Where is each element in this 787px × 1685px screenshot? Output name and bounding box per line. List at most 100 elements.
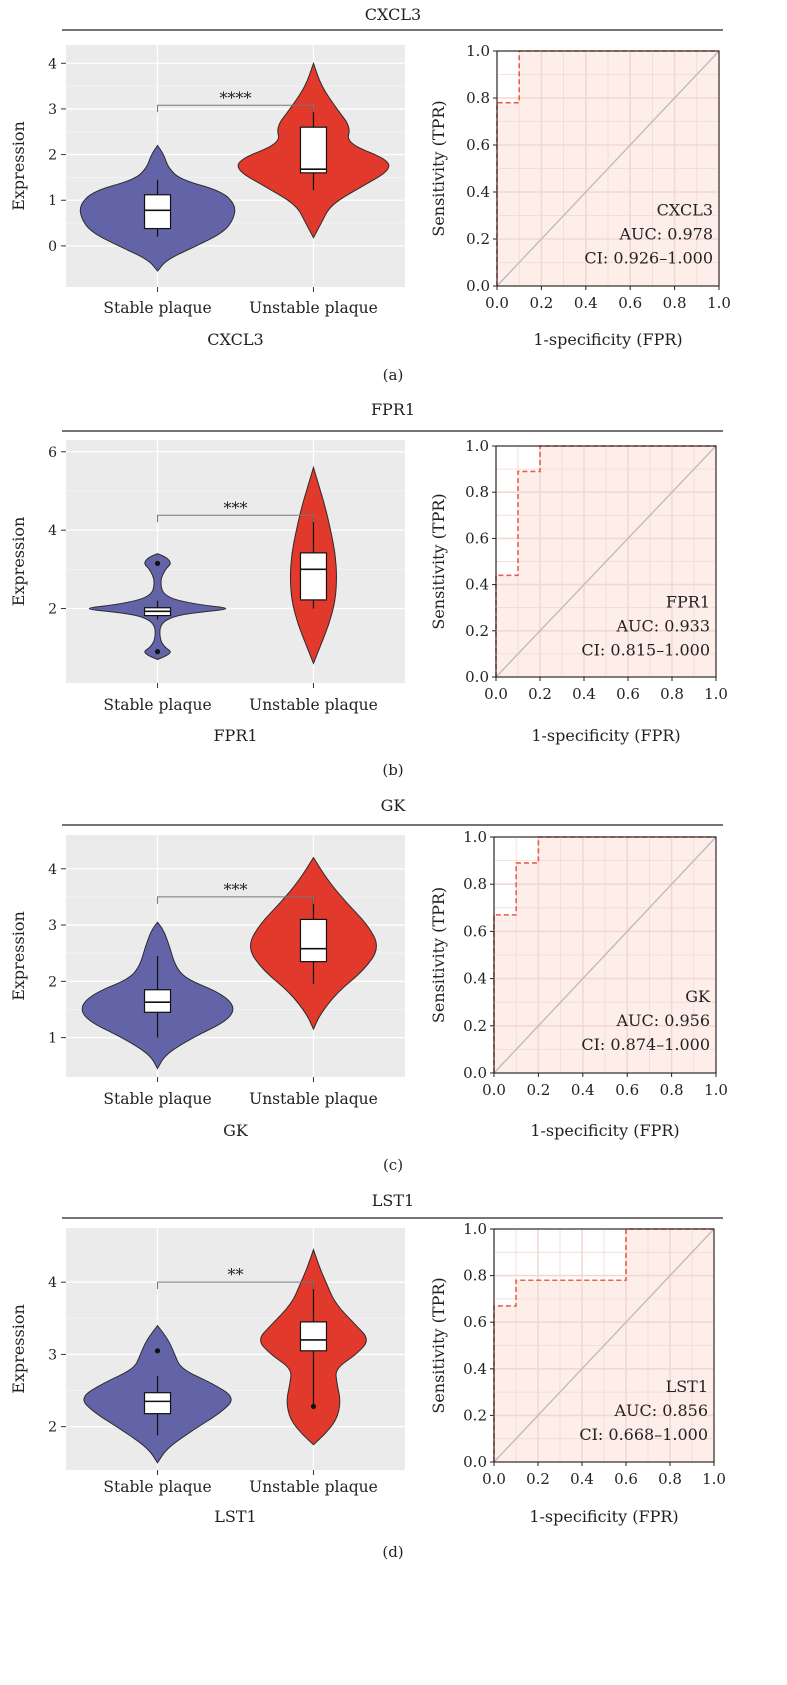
violin-y-tick-label: 0 <box>48 239 57 255</box>
roc-legend-line: CI: 0.668–1.000 <box>579 1425 708 1444</box>
box-iqr <box>143 194 172 230</box>
roc-x-tick-label: 1.0 <box>707 294 731 312</box>
panel-cxcl3: CXCL3 0 1 2 3 4 **** Stable plaque Unstable plaq… <box>9 5 731 384</box>
roc-y-tick-label: 0.4 <box>466 183 490 201</box>
roc-x-tick-label: 0.8 <box>658 1470 682 1488</box>
roc-y-tick-label: 0.4 <box>465 576 489 594</box>
violin-x-tick-label: Unstable plaque <box>249 1478 378 1496</box>
roc-x-tick-label: 0.4 <box>570 1470 594 1488</box>
violin-y-axis-label: Expression <box>9 1304 28 1394</box>
roc-legend-line: AUC: 0.933 <box>615 617 710 636</box>
roc-x-tick-label: 0.6 <box>618 294 642 312</box>
box-outlier-point <box>154 649 161 655</box>
roc-y-tick-label: 0.4 <box>463 1360 487 1378</box>
roc-x-tick-label: 0.6 <box>615 1081 639 1099</box>
roc-diagonal-reference <box>496 50 720 287</box>
roc-plot-frame <box>493 836 717 1074</box>
violin-x-axis-label: FPR1 <box>213 726 257 745</box>
panel-title: FPR1 <box>371 400 415 419</box>
panel-title: GK <box>381 796 407 815</box>
roc-legend-line: FPR1 <box>666 593 710 612</box>
roc-diagonal-reference <box>493 836 717 1074</box>
violin-y-tick-label: 3 <box>48 102 57 118</box>
panel-title: CXCL3 <box>365 5 421 24</box>
roc-x-tick-label: 0.0 <box>484 685 508 703</box>
violin-y-tick-label: 1 <box>48 193 57 209</box>
roc-legend-line: CI: 0.874–1.000 <box>581 1035 710 1054</box>
roc-y-tick-label: 0.0 <box>463 1064 487 1082</box>
box-iqr <box>143 1392 172 1415</box>
roc-x-tick-label: 0.2 <box>526 1470 550 1488</box>
violin-y-tick-label: 4 <box>48 56 57 72</box>
violin-plot-background <box>66 440 405 683</box>
roc-x-axis-label: 1-specificity (FPR) <box>529 1507 678 1526</box>
roc-diagonal-reference <box>495 445 717 678</box>
roc-x-tick-label: 0.8 <box>663 294 687 312</box>
panel-caption: (d) <box>382 1543 403 1561</box>
roc-y-tick-label: 0.0 <box>465 668 489 686</box>
panel-title: LST1 <box>372 1191 414 1210</box>
roc-x-axis-label: 1-specificity (FPR) <box>530 1121 679 1140</box>
roc-y-tick-label: 0.2 <box>465 622 489 640</box>
roc-y-tick-label: 0.6 <box>463 1313 487 1331</box>
violin-y-tick-label: 6 <box>48 445 57 461</box>
roc-y-tick-label: 0.8 <box>466 89 490 107</box>
violin-y-tick-label: 4 <box>48 862 57 878</box>
violin-x-tick-label: Unstable plaque <box>249 1090 378 1108</box>
significance-stars: **** <box>220 88 252 107</box>
roc-y-axis-label: Sensitivity (TPR) <box>429 1277 448 1413</box>
violin-y-axis-label: Expression <box>9 121 28 211</box>
roc-x-tick-label: 0.4 <box>571 1081 595 1099</box>
roc-x-axis-label: 1-specificity (FPR) <box>533 330 682 349</box>
roc-y-tick-label: 1.0 <box>465 437 489 455</box>
violin-x-tick-label: Unstable plaque <box>249 696 378 714</box>
roc-legend-line: CI: 0.926–1.000 <box>584 249 713 268</box>
roc-y-tick-label: 0.2 <box>463 1406 487 1424</box>
roc-legend-line: AUC: 0.856 <box>613 1401 708 1420</box>
roc-x-tick-label: 0.0 <box>482 1081 506 1099</box>
roc-x-tick-label: 0.2 <box>528 685 552 703</box>
panel-caption: (b) <box>382 761 403 779</box>
roc-y-axis-label: Sensitivity (TPR) <box>429 100 448 236</box>
significance-stars: *** <box>224 880 248 899</box>
roc-y-tick-label: 0.6 <box>466 136 490 154</box>
roc-y-tick-label: 1.0 <box>463 1220 487 1238</box>
violin-x-tick-label: Unstable plaque <box>249 299 378 317</box>
roc-x-tick-label: 0.2 <box>529 294 553 312</box>
roc-y-tick-label: 0.2 <box>466 230 490 248</box>
roc-y-tick-label: 0.2 <box>463 1017 487 1035</box>
box-iqr <box>299 918 328 963</box>
violin-y-tick-label: 4 <box>48 523 57 539</box>
roc-legend-line: AUC: 0.956 <box>615 1011 710 1030</box>
violin-y-tick-label: 4 <box>48 1275 57 1291</box>
panel-caption: (c) <box>383 1156 403 1174</box>
violin-x-tick-label: Stable plaque <box>103 696 211 714</box>
panel-caption: (a) <box>383 366 404 384</box>
roc-legend-line: AUC: 0.978 <box>618 225 713 244</box>
violin-y-tick-label: 2 <box>48 974 57 990</box>
roc-y-tick-label: 1.0 <box>463 828 487 846</box>
panel-lst1: LST1 2 3 4 ** Stable plaque Unstable plaque LST… <box>9 1191 726 1561</box>
roc-legend-line: GK <box>685 987 711 1006</box>
roc-x-tick-label: 0.4 <box>574 294 598 312</box>
violin-x-axis-label: CXCL3 <box>207 330 263 349</box>
box-iqr <box>299 126 328 174</box>
roc-y-tick-label: 0.4 <box>463 970 487 988</box>
roc-y-tick-label: 0.0 <box>466 277 490 295</box>
roc-x-tick-label: 0.2 <box>526 1081 550 1099</box>
roc-x-tick-label: 0.0 <box>482 1470 506 1488</box>
box-outlier-point <box>310 1403 317 1410</box>
violin-y-tick-label: 2 <box>48 602 57 618</box>
roc-legend-line: LST1 <box>666 1377 708 1396</box>
violin-y-tick-label: 1 <box>48 1031 57 1047</box>
roc-legend-line: CXCL3 <box>657 201 713 220</box>
roc-x-tick-label: 0.8 <box>660 1081 684 1099</box>
violin-x-tick-label: Stable plaque <box>103 1090 211 1108</box>
roc-y-tick-label: 0.8 <box>463 1267 487 1285</box>
significance-bracket <box>157 1281 314 1290</box>
violin-y-tick-label: 3 <box>48 918 57 934</box>
roc-y-tick-label: 1.0 <box>466 42 490 60</box>
roc-x-tick-label: 1.0 <box>702 1470 726 1488</box>
violin-x-axis-label: GK <box>223 1121 249 1140</box>
